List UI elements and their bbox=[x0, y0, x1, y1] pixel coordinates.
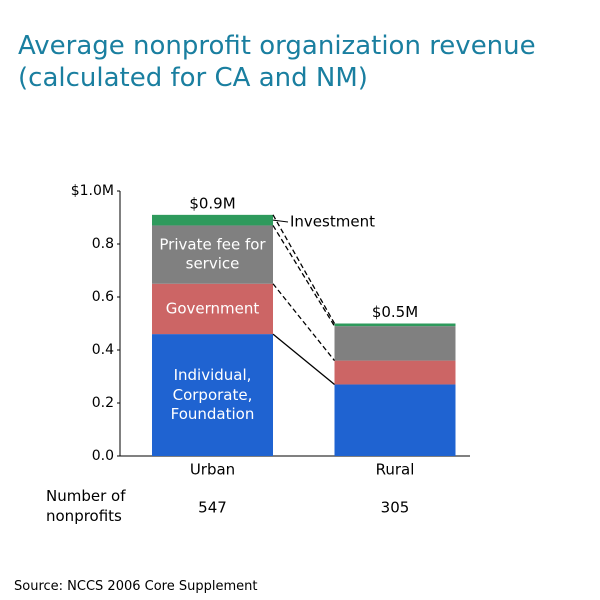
count: 305 bbox=[381, 499, 410, 517]
bar-segment bbox=[152, 334, 273, 456]
segment-label: Investment bbox=[290, 213, 375, 231]
x-tick-label: Urban bbox=[190, 461, 235, 479]
leader bbox=[272, 219, 289, 223]
segment-label: Government bbox=[165, 299, 260, 318]
y-tick-label: 0.8 bbox=[92, 236, 114, 252]
segment-label: Individual, Corporate, Foundation bbox=[170, 365, 255, 423]
chart-title: Average nonprofit organization revenue (… bbox=[18, 31, 536, 93]
x-tick-label: Rural bbox=[376, 461, 415, 479]
source: Source: NCCS 2006 Core Supplement bbox=[14, 579, 258, 594]
count-label: Number of nonprofits bbox=[46, 487, 126, 525]
bar-segment bbox=[334, 323, 456, 327]
y-tick-label: 0.2 bbox=[92, 395, 114, 411]
connector bbox=[272, 214, 336, 324]
total-label: $0.5M bbox=[372, 303, 418, 321]
y-tick-label: 0.0 bbox=[92, 448, 114, 464]
y-tick-label: $1.0M bbox=[71, 183, 114, 199]
bar-segment bbox=[334, 360, 456, 385]
bar-segment bbox=[334, 384, 456, 456]
connector bbox=[272, 225, 336, 327]
connector bbox=[272, 333, 335, 385]
connector bbox=[272, 283, 336, 362]
y-tick-label: 0.6 bbox=[92, 289, 114, 305]
bar-segment bbox=[334, 326, 456, 361]
bar-segment bbox=[152, 214, 273, 226]
total-label: $0.9M bbox=[189, 194, 235, 212]
segment-label: Private fee for service bbox=[159, 235, 266, 273]
count: 547 bbox=[198, 499, 227, 517]
y-tick-label: 0.4 bbox=[92, 342, 114, 358]
bar-segment bbox=[152, 283, 273, 335]
bar-segment bbox=[152, 225, 273, 284]
